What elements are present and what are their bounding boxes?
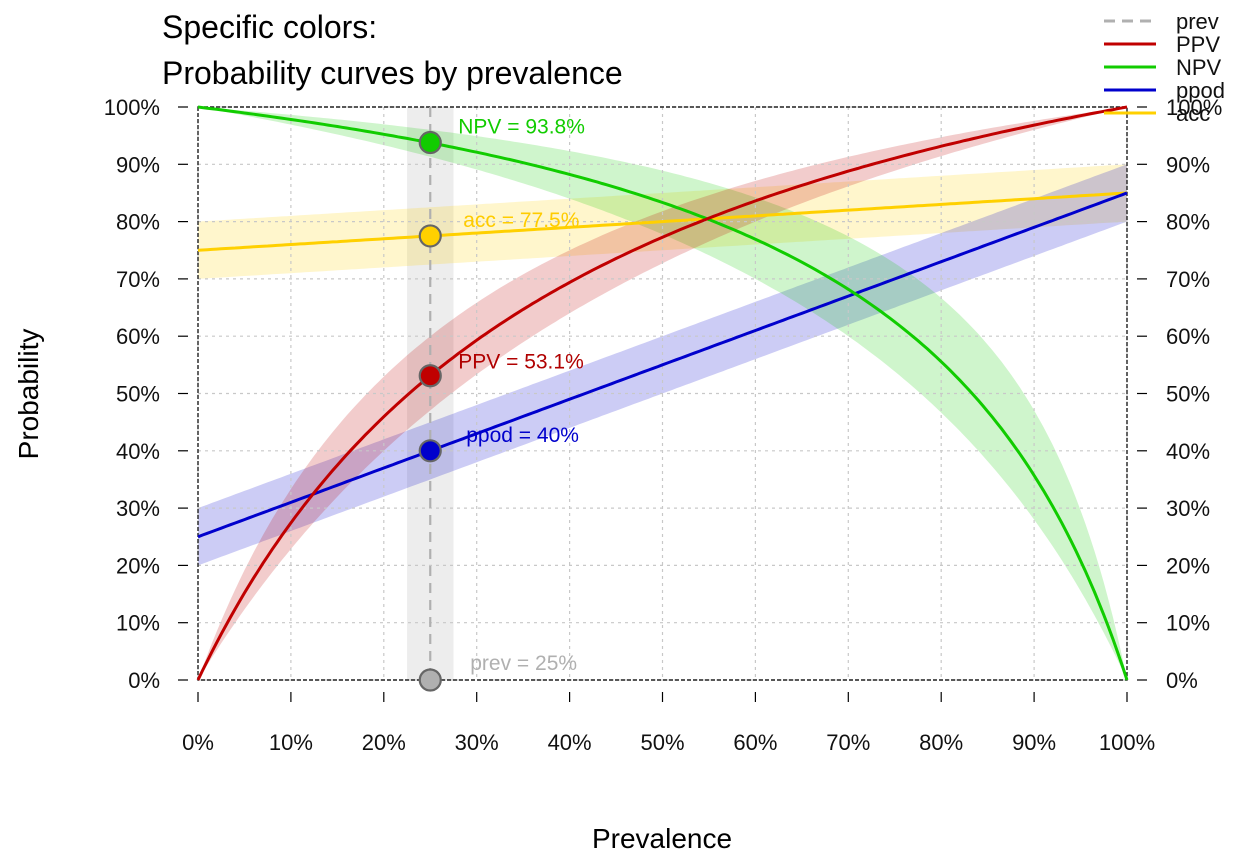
y-tick-label-right: 60%: [1166, 324, 1210, 349]
npv-curve: [197, 105, 1129, 681]
y-tick-label-left: 30%: [116, 496, 160, 521]
y-tick-label-right: 10%: [1166, 611, 1210, 636]
ppod-curve: [197, 191, 1128, 539]
point-labels: prev = 25% PPV = 53.1% NPV = 93.8% ppod = 4…: [458, 116, 585, 675]
ppod-point: [418, 439, 442, 463]
y-tick-label-right: 70%: [1166, 267, 1210, 292]
ppod-point-label: ppod = 40%: [466, 424, 579, 447]
y-tick-label-left: 10%: [116, 611, 160, 636]
legend-label-npv: NPV: [1176, 55, 1222, 80]
y-tick-label-left: 80%: [116, 210, 160, 235]
y-tick-label-right: 30%: [1166, 496, 1210, 521]
y-tick-label-right: 20%: [1166, 553, 1210, 578]
series-curves: [196, 105, 1129, 681]
x-tick-label: 10%: [269, 730, 313, 755]
plot-border: [197, 106, 1128, 681]
plot-frame: [197, 106, 1128, 681]
y-tick-label-left: 40%: [116, 439, 160, 464]
acc-curve: [197, 191, 1128, 252]
x-tick-label: 30%: [455, 730, 499, 755]
y-tick-label-left: 70%: [116, 267, 160, 292]
x-tick-label: 60%: [733, 730, 777, 755]
y-tick-label-right: 100%: [1166, 95, 1222, 120]
y-tick-label-right: 90%: [1166, 152, 1210, 177]
y-axis-ticks-left: 0% 10% 20% 30% 40% 50% 60% 70% 80% 90% 100%: [104, 95, 188, 693]
y-tick-label-right: 80%: [1166, 210, 1210, 235]
x-tick-label: 20%: [362, 730, 406, 755]
y-tick-label-left: 60%: [116, 324, 160, 349]
prev-point-label: prev = 25%: [470, 652, 577, 675]
legend-label-ppv: PPV: [1176, 32, 1220, 57]
highlighted-points: [418, 130, 442, 692]
y-tick-label-right: 50%: [1166, 382, 1210, 407]
x-tick-label: 0%: [182, 730, 214, 755]
x-tick-label: 100%: [1099, 730, 1155, 755]
x-tick-label: 50%: [640, 730, 684, 755]
x-tick-label: 80%: [919, 730, 963, 755]
acc-point-label: acc = 77.5%: [463, 209, 579, 232]
ppv-curve: [196, 105, 1128, 681]
legend-label-prev: prev: [1176, 9, 1219, 34]
x-axis-label: Prevalence: [592, 823, 732, 854]
x-tick-label: 90%: [1012, 730, 1056, 755]
y-tick-label-left: 90%: [116, 152, 160, 177]
y-tick-label-left: 0%: [128, 668, 160, 693]
y-tick-label-right: 0%: [1166, 668, 1198, 693]
y-tick-label-right: 40%: [1166, 439, 1210, 464]
npv-point: [418, 130, 442, 155]
y-axis-label: Probability: [13, 329, 44, 460]
x-tick-label: 40%: [548, 730, 592, 755]
chart-title: Specific colors: Probability curves by p…: [162, 9, 623, 91]
chart-title-line-2: Probability curves by prevalence: [162, 55, 623, 91]
x-tick-label: 70%: [826, 730, 870, 755]
legend-label-acc: acc: [1176, 101, 1210, 126]
y-tick-label-left: 50%: [116, 382, 160, 407]
npv-point-label: NPV = 93.8%: [458, 116, 585, 139]
ppv-point: [418, 364, 442, 388]
prev-point: [418, 668, 442, 692]
y-tick-label-left: 20%: [116, 553, 160, 578]
legend-label-ppod: ppod: [1176, 78, 1225, 103]
chart-title-line-1: Specific colors:: [162, 9, 377, 45]
y-axis-ticks-right: 0% 10% 20% 30% 40% 50% 60% 70% 80% 90% 100%: [1137, 95, 1222, 693]
acc-point: [418, 224, 442, 248]
x-axis-ticks: 0% 10% 20% 30% 40% 50% 60% 70% 80% 90% 100%: [182, 692, 1155, 755]
ppv-point-label: PPV = 53.1%: [458, 351, 584, 374]
y-tick-label-left: 100%: [104, 95, 160, 120]
